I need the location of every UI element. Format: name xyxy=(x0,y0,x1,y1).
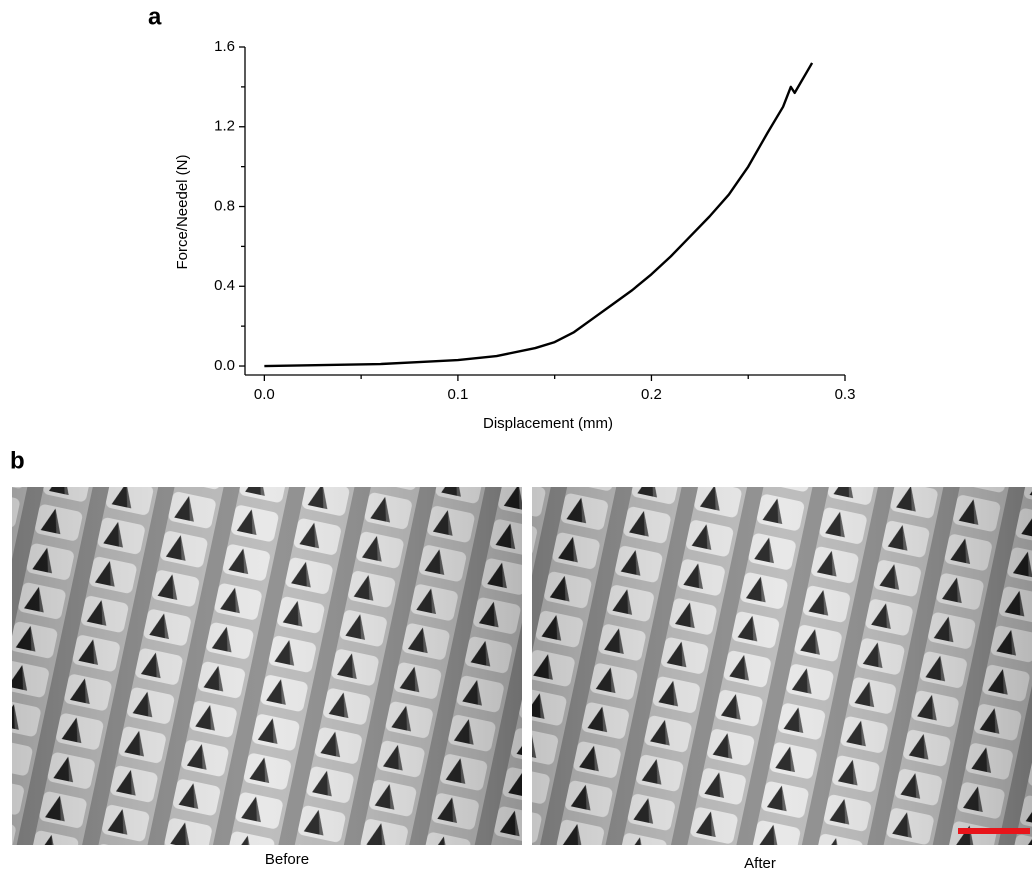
photo-after xyxy=(532,487,1032,845)
y-tick-label: 0.8 xyxy=(214,197,235,214)
image-caption: Before xyxy=(265,851,309,868)
y-tick-label: 0.0 xyxy=(214,357,235,374)
x-tick-label: 0.0 xyxy=(254,386,275,403)
image-caption: After xyxy=(744,855,776,872)
photo-before xyxy=(12,487,522,845)
y-axis-label: Force/Needel (N) xyxy=(174,154,191,269)
scale-bar xyxy=(958,828,1030,834)
y-tick-label: 1.6 xyxy=(214,38,235,55)
panel-label: b xyxy=(10,447,25,474)
y-tick-label: 1.2 xyxy=(214,118,235,135)
data-line xyxy=(264,62,814,368)
y-tick-label: 0.4 xyxy=(214,277,235,294)
panel-label: a xyxy=(148,3,162,30)
x-tick-label: 0.3 xyxy=(835,386,856,403)
x-axis-label: Displacement (mm) xyxy=(483,415,613,432)
x-tick-label: 0.2 xyxy=(641,386,662,403)
x-tick-label: 0.1 xyxy=(447,386,468,403)
